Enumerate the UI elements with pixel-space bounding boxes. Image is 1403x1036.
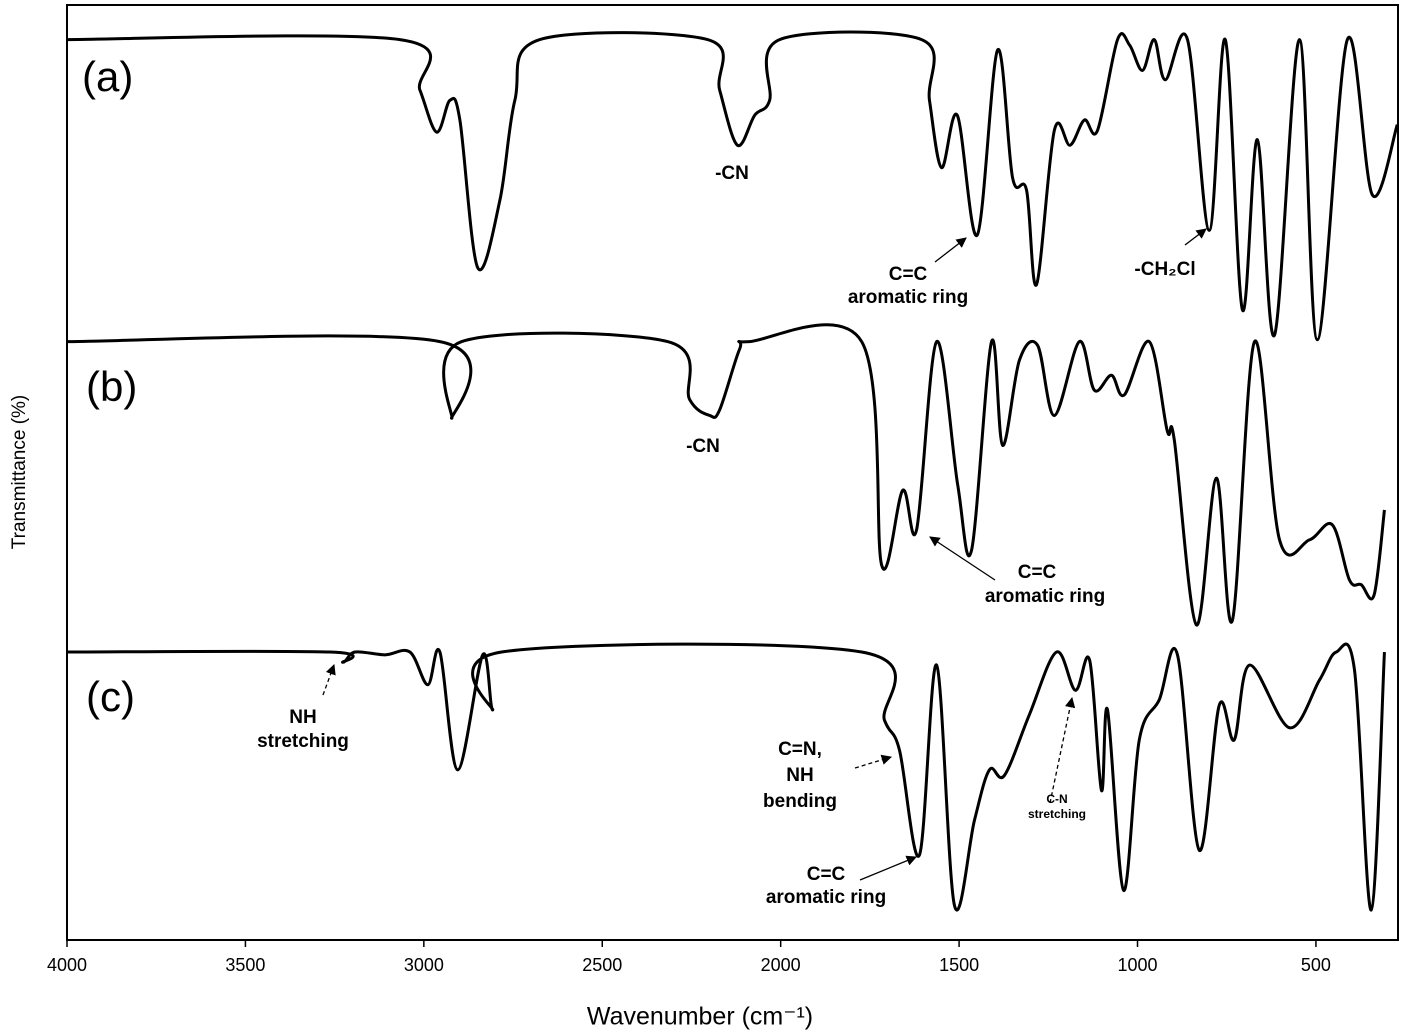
arrow xyxy=(934,237,967,263)
annotation: C-N xyxy=(1046,792,1067,806)
annotation: C=C xyxy=(807,864,846,885)
plot-frame xyxy=(66,4,1399,941)
arrow xyxy=(1049,696,1076,804)
x-tick-label: 1000 xyxy=(1117,955,1157,975)
arrow xyxy=(859,855,917,881)
x-tick-label: 1500 xyxy=(939,955,979,975)
annotation: -CH₂Cl xyxy=(1134,259,1195,280)
annotation: aromatic ring xyxy=(848,287,968,308)
annotation: bending xyxy=(763,791,837,812)
annotation: C=C xyxy=(1018,562,1057,583)
panel-label: (c) xyxy=(86,673,135,720)
x-tick-label: 2000 xyxy=(761,955,801,975)
x-tick-label: 500 xyxy=(1301,955,1331,975)
spectrum-line xyxy=(66,642,1386,912)
panel-label: (b) xyxy=(86,363,137,410)
annotation: C=C xyxy=(889,264,928,285)
arrow xyxy=(322,664,336,696)
annotation: NH xyxy=(786,765,813,786)
annotation: stretching xyxy=(1028,807,1086,821)
arrow xyxy=(929,536,996,581)
x-tick-label: 3500 xyxy=(225,955,265,975)
arrow xyxy=(854,754,892,769)
spectrum-line xyxy=(66,323,1386,627)
annotation: -CN xyxy=(715,163,749,184)
x-tick-label: 3000 xyxy=(404,955,444,975)
x-tick-label: 2500 xyxy=(582,955,622,975)
annotation: aromatic ring xyxy=(766,887,886,908)
x-tick-label: 4000 xyxy=(47,955,87,975)
annotation: aromatic ring xyxy=(985,586,1105,607)
arrow xyxy=(1184,228,1207,246)
annotation: C=N, xyxy=(778,739,822,760)
annotation: stretching xyxy=(257,731,349,752)
annotation: -CN xyxy=(686,436,720,457)
panel-label: (a) xyxy=(82,53,133,100)
x-axis-label: Wavenumber (cm⁻¹) xyxy=(587,1003,813,1031)
y-axis-label: Transmittance (%) xyxy=(9,395,30,550)
annotation: NH xyxy=(289,707,316,728)
spectrum-line xyxy=(66,30,1399,342)
